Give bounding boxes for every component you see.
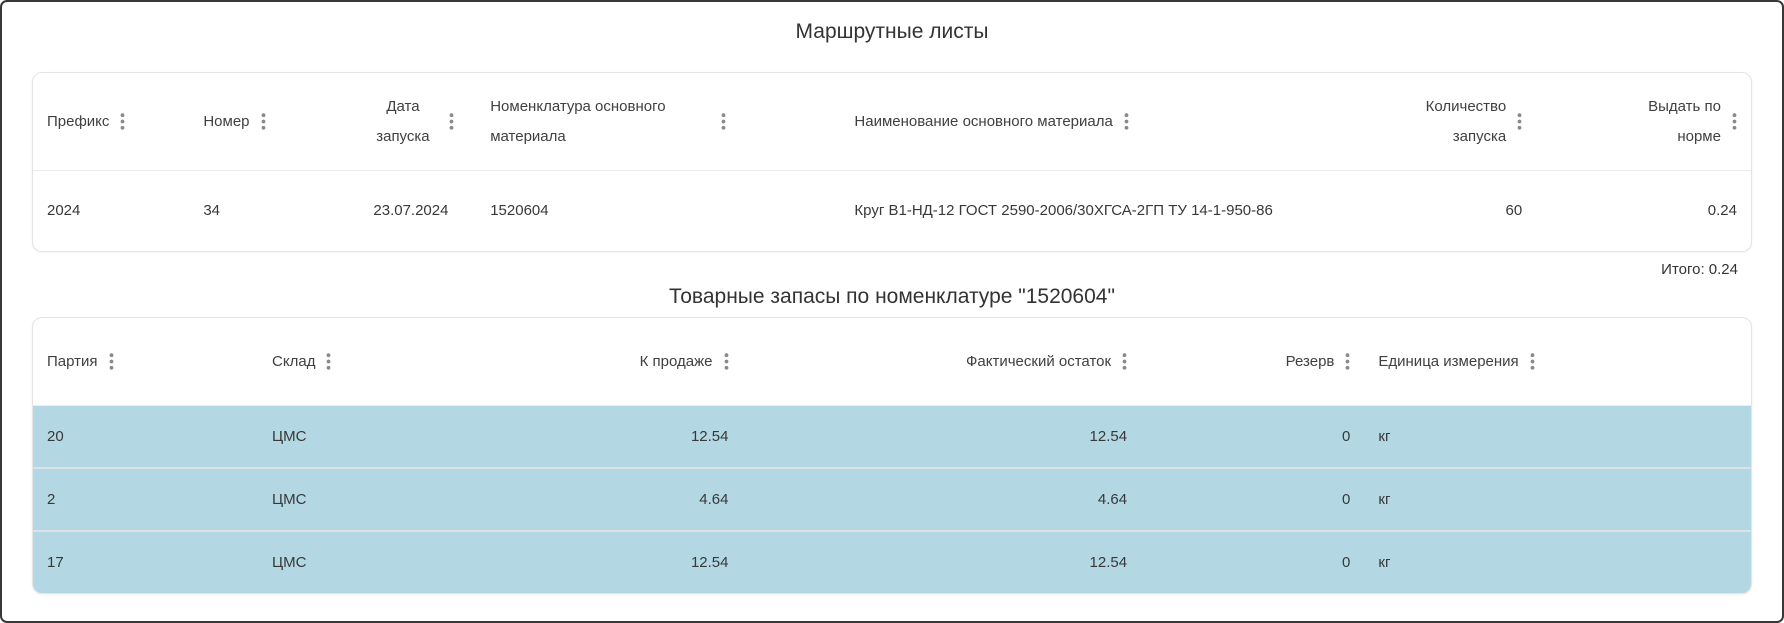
route-sheets-header-row: Префикс Номер Дата запуска Номенклатура … (33, 73, 1751, 171)
column-menu-icon[interactable] (1122, 353, 1127, 370)
column-header-label: Единица измерения (1378, 352, 1519, 370)
column-menu-icon[interactable] (721, 113, 726, 130)
cell-actual-balance: 12.54 (1089, 553, 1128, 571)
column-header-warehouse[interactable]: Склад (258, 318, 481, 405)
column-header-label: Номенклатура основного материала (490, 98, 666, 145)
column-header-reserve[interactable]: Резерв (1141, 318, 1364, 405)
column-header-label: Резерв (1285, 352, 1335, 370)
cell-batch: 17 (47, 553, 64, 571)
cell-warehouse: ЦМС (272, 553, 307, 571)
stock-title: Товарные запасы по номенклатуре "1520604… (669, 285, 1115, 308)
column-header-unit[interactable]: Единица измерения (1364, 318, 1751, 405)
table-row[interactable]: 2 ЦМС 4.64 4.64 0 кг (33, 467, 1751, 530)
cell-batch: 2 (47, 490, 56, 508)
column-header-material-name[interactable]: Наименование основного материала (840, 73, 1319, 170)
stock-table: Партия Склад К продаже Фактический остат… (32, 317, 1752, 594)
cell-reserve: 0 (1342, 427, 1351, 445)
column-menu-icon[interactable] (449, 113, 454, 130)
stock-header-row: Партия Склад К продаже Фактический остат… (33, 318, 1751, 406)
cell-unit: кг (1378, 427, 1391, 445)
column-menu-icon[interactable] (326, 353, 331, 370)
column-header-issue-per-norm[interactable]: Выдать по норме (1536, 73, 1751, 170)
column-header-material-code[interactable]: Номенклатура основного материала (476, 73, 840, 170)
column-header-label: Выдать по норме (1648, 98, 1721, 145)
route-sheets-table: Префикс Номер Дата запуска Номенклатура … (32, 72, 1752, 252)
cell-reserve: 0 (1342, 490, 1351, 508)
cell-number: 34 (203, 202, 221, 220)
column-menu-icon[interactable] (724, 353, 729, 370)
cell-material-name: Круг В1-НД-12 ГОСТ 2590-2006/30ХГСА-2ГП … (854, 202, 1273, 220)
cell-for-sale: 12.54 (690, 553, 729, 571)
cell-issue-per-norm: 0.24 (1707, 202, 1737, 220)
column-menu-icon[interactable] (1345, 353, 1350, 370)
column-header-label: Наименование основного материала (854, 112, 1113, 130)
column-header-for-sale[interactable]: К продаже (481, 318, 742, 405)
column-menu-icon[interactable] (261, 113, 266, 130)
column-menu-icon[interactable] (1732, 113, 1737, 130)
column-header-launch-qty[interactable]: Количество запуска (1320, 73, 1536, 170)
column-header-label: Партия (47, 352, 98, 370)
column-header-label: Дата запуска (376, 98, 430, 145)
column-menu-icon[interactable] (1530, 353, 1535, 370)
cell-material-code: 1520604 (490, 202, 549, 220)
cell-for-sale: 12.54 (690, 427, 729, 445)
cell-batch: 20 (47, 427, 64, 445)
cell-actual-balance: 4.64 (1097, 490, 1128, 508)
cell-reserve: 0 (1342, 553, 1351, 571)
column-header-actual-balance[interactable]: Фактический остаток (743, 318, 1142, 405)
column-header-label: Фактический остаток (966, 352, 1112, 370)
column-header-batch[interactable]: Партия (33, 318, 258, 405)
cell-unit: кг (1378, 490, 1391, 508)
cell-launch-date: 23.07.2024 (373, 202, 449, 220)
column-header-label: Префикс (47, 112, 110, 130)
column-menu-icon[interactable] (1517, 113, 1522, 130)
column-header-launch-date[interactable]: Дата запуска (346, 73, 477, 170)
cell-warehouse: ЦМС (272, 490, 307, 508)
column-header-prefix[interactable]: Префикс (33, 73, 189, 170)
cell-prefix: 2024 (47, 202, 81, 220)
column-menu-icon[interactable] (120, 113, 125, 130)
column-header-label: Склад (272, 352, 316, 370)
table-row[interactable]: 2024 34 23.07.2024 1520604 Круг В1-НД-12… (33, 171, 1751, 251)
route-sheets-title: Маршрутные листы (795, 20, 989, 43)
total-label: Итого: 0.24 (1661, 261, 1738, 278)
column-header-label: Номер (203, 112, 250, 130)
column-menu-icon[interactable] (1124, 113, 1129, 130)
cell-actual-balance: 12.54 (1089, 427, 1128, 445)
column-header-label: К продаже (639, 352, 713, 370)
column-menu-icon[interactable] (109, 353, 114, 370)
cell-for-sale: 4.64 (699, 490, 729, 508)
column-header-label: Количество запуска (1425, 98, 1507, 145)
column-header-number[interactable]: Номер (189, 73, 345, 170)
cell-unit: кг (1378, 553, 1391, 571)
cell-launch-qty: 60 (1505, 202, 1523, 220)
cell-warehouse: ЦМС (272, 427, 307, 445)
table-row[interactable]: 20 ЦМС 12.54 12.54 0 кг (33, 406, 1751, 467)
table-row[interactable]: 17 ЦМС 12.54 12.54 0 кг (33, 530, 1751, 593)
